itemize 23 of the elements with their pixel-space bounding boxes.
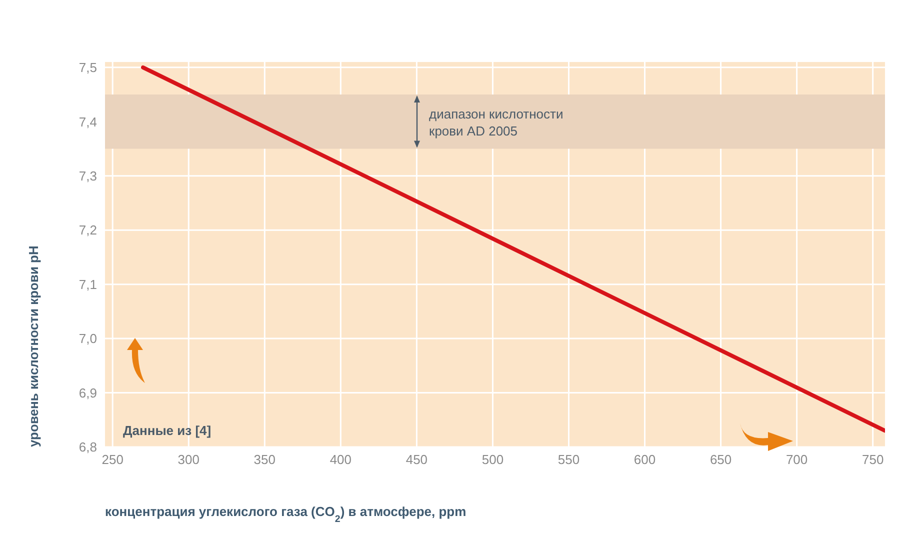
x-tick-label: 700 [786,452,808,468]
y-tick-label: 7,2 [78,222,97,238]
y-tick-label: 7,4 [78,114,97,130]
y-tick-label: 7,3 [78,168,97,184]
x-tick-label: 300 [178,452,200,468]
x-tick-label: 600 [634,452,656,468]
x-tick-label: 400 [330,452,352,468]
x-tick-label: 750 [862,452,884,468]
y-axis-title: уровень кислотности крови pH [26,246,41,447]
y-tick-label: 7,5 [78,60,97,76]
y-tick-label: 6,8 [78,440,97,455]
y-tick-label: 6,9 [78,385,97,400]
x-tick-label: 500 [482,452,504,468]
annotation: Данные из [4] [123,423,212,438]
x-tick-label: 250 [102,452,124,468]
band-label: диапазон кислотности крови AD 2005 [429,106,564,139]
x-tick-label: 650 [710,452,732,468]
y-tick-label: 7,0 [78,331,97,346]
x-tick-label: 350 [254,452,276,468]
x-tick-label: 550 [558,452,580,468]
x-tick-label: 450 [406,452,428,468]
y-tick-label: 7,1 [78,276,97,292]
x-axis-title: концентрация углекислого газа (CO$_{2}$) в атмосфере, ppm [105,504,466,524]
